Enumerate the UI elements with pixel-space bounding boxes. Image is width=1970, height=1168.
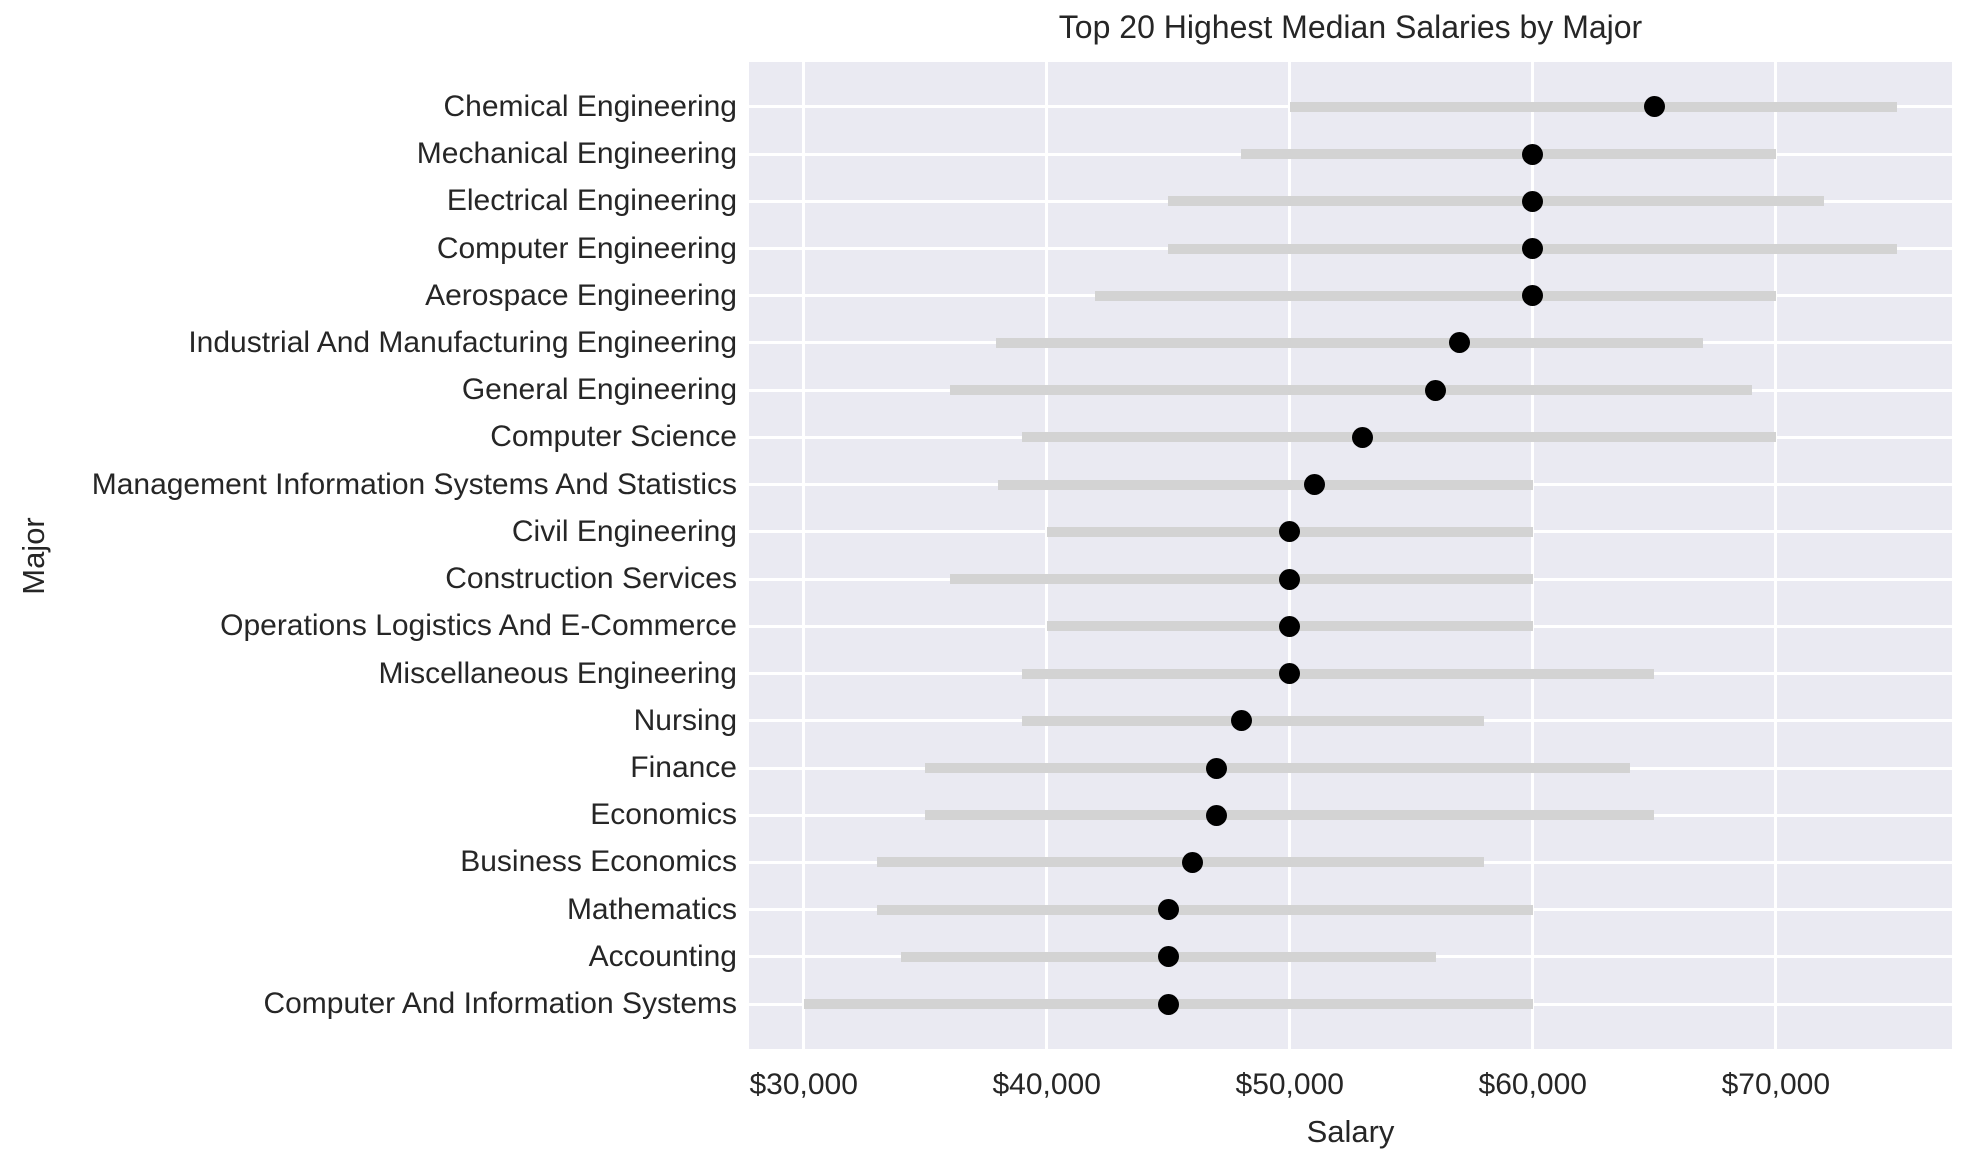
median-salary-dot — [1279, 615, 1301, 637]
median-salary-dot — [1425, 379, 1447, 401]
gridline-vertical — [1045, 62, 1049, 1049]
plot-area — [749, 62, 1952, 1049]
salary-range-line — [1022, 432, 1776, 443]
y-tick-label: Computer And Information Systems — [263, 987, 737, 1021]
salary-range-line — [1022, 668, 1655, 679]
median-salary-dot — [1279, 521, 1301, 543]
gridline-vertical — [802, 62, 806, 1049]
salary-range-line — [876, 857, 1485, 868]
x-axis-title: Salary — [1306, 1114, 1395, 1149]
median-salary-dot — [1522, 285, 1544, 307]
y-tick-label: General Engineering — [461, 373, 737, 407]
median-salary-dot — [1157, 899, 1179, 921]
salary-range-line — [1022, 715, 1485, 726]
gridline-vertical — [1531, 62, 1535, 1049]
median-salary-dot — [1206, 757, 1228, 779]
y-axis-title: Major — [16, 517, 51, 595]
y-tick-label: Management Information Systems And Stati… — [91, 467, 737, 501]
salary-range-line — [1168, 196, 1825, 207]
median-salary-dot — [1230, 710, 1252, 732]
median-salary-dot — [1279, 568, 1301, 590]
gridline-vertical — [1774, 62, 1778, 1049]
y-tick-label: Computer Engineering — [436, 231, 737, 265]
salary-range-line — [995, 337, 1703, 348]
y-tick-label: Operations Logistics And E-Commerce — [220, 609, 737, 643]
y-tick-label: Mathematics — [566, 892, 737, 926]
salary-range-line — [876, 904, 1533, 915]
y-tick-label: Miscellaneous Engineering — [378, 656, 737, 690]
y-tick-label: Economics — [590, 798, 737, 832]
median-salary-dot — [1157, 993, 1179, 1015]
y-tick-label: Nursing — [633, 703, 737, 737]
median-salary-dot — [1206, 804, 1228, 826]
salary-range-line — [1095, 290, 1776, 301]
salary-range-line — [1241, 149, 1776, 160]
y-tick-label: Computer Science — [490, 420, 737, 454]
y-tick-label: Electrical Engineering — [446, 184, 737, 218]
y-tick-label: Aerospace Engineering — [425, 278, 737, 312]
salary-range-line — [1289, 101, 1898, 112]
median-salary-dot — [1449, 332, 1471, 354]
median-salary-dot — [1643, 96, 1665, 118]
x-tick-label: $60,000 — [1478, 1068, 1587, 1101]
y-tick-label: Construction Services — [445, 562, 737, 596]
median-salary-dot — [1522, 143, 1544, 165]
salary-range-line — [925, 763, 1630, 773]
median-salary-dot — [1522, 190, 1544, 212]
salary-range-line — [949, 574, 1533, 585]
salary-range-line — [998, 479, 1533, 490]
y-tick-label: Civil Engineering — [511, 514, 737, 548]
salary-range-line — [925, 810, 1655, 821]
x-tick-label: $50,000 — [1235, 1068, 1344, 1101]
y-tick-label: Business Economics — [460, 845, 737, 879]
x-tick-label: $70,000 — [1721, 1068, 1831, 1101]
y-tick-label: Accounting — [588, 939, 737, 973]
y-tick-label: Mechanical Engineering — [416, 137, 737, 171]
y-tick-label: Industrial And Manufacturing Engineering — [188, 325, 737, 359]
y-tick-label: Chemical Engineering — [443, 89, 738, 123]
median-salary-dot — [1522, 238, 1544, 260]
chart-title: Top 20 Highest Median Salaries by Major — [1058, 9, 1643, 45]
gridline-vertical — [1288, 62, 1292, 1049]
median-salary-dot — [1303, 474, 1325, 496]
median-salary-dot — [1279, 663, 1301, 685]
median-salary-dot — [1182, 851, 1204, 873]
y-tick-label: Finance — [630, 751, 737, 784]
salary-range-line — [949, 385, 1752, 396]
x-tick-label: $30,000 — [749, 1068, 858, 1101]
median-salary-dot — [1352, 426, 1374, 448]
x-tick-label: $40,000 — [992, 1068, 1101, 1101]
median-salary-dot — [1157, 946, 1179, 968]
